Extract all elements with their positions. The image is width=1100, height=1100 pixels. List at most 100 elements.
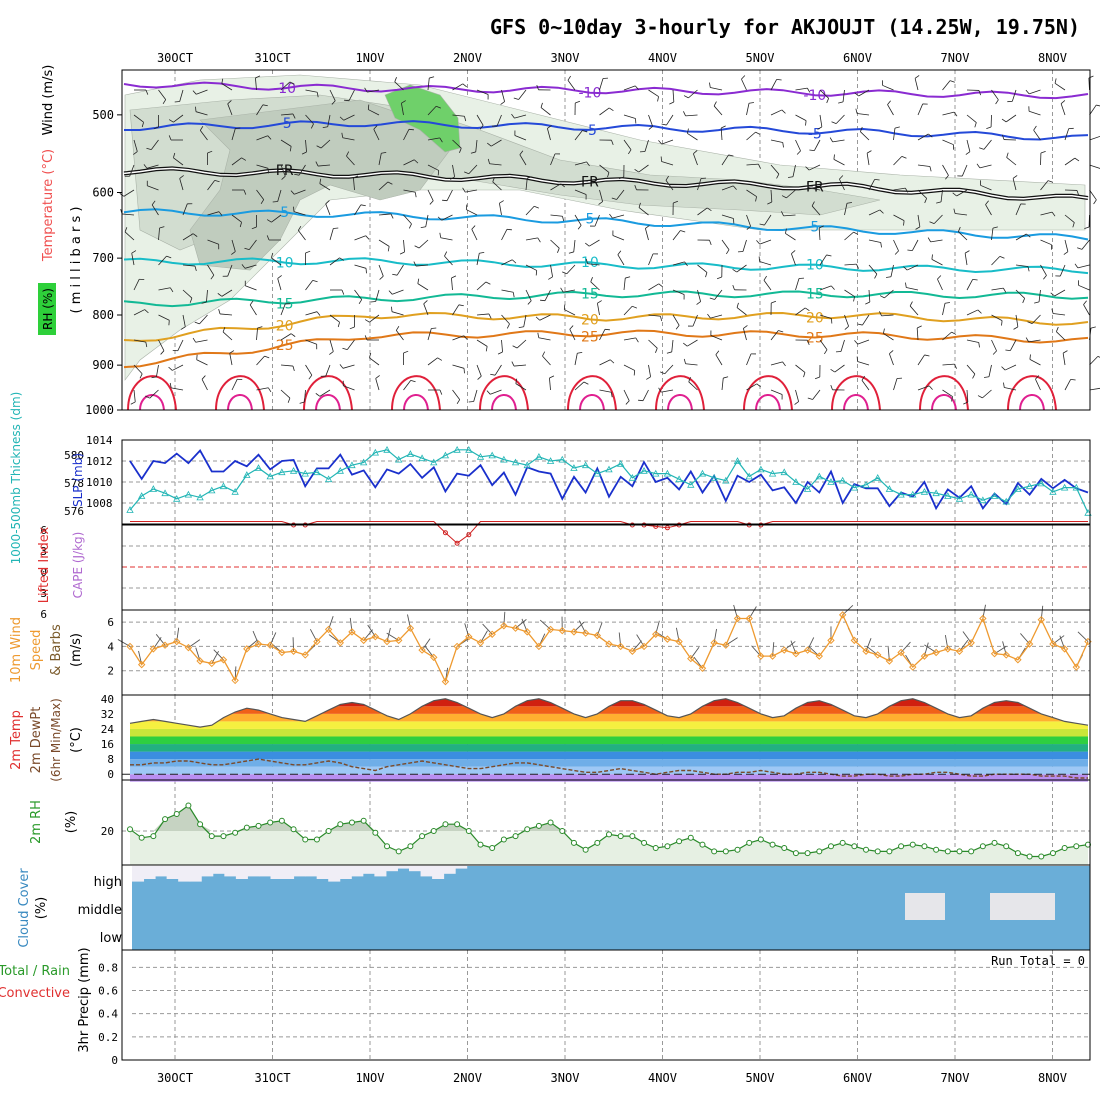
wind-barb — [1029, 89, 1041, 95]
wind-barb — [329, 314, 340, 323]
wind-barb — [201, 379, 208, 391]
wind-barb — [1015, 289, 1025, 299]
wind-barb-flag — [267, 135, 272, 140]
wind-barb-flag — [781, 211, 784, 217]
li-tick-label: 0 — [40, 566, 47, 579]
isotherm-label: 25 — [581, 329, 599, 345]
wind-barb-flag — [364, 335, 368, 341]
wind-barb — [819, 254, 827, 266]
wind-speed-point — [418, 646, 426, 654]
wind-speed-point — [243, 645, 251, 653]
wind-barb-flag — [290, 190, 295, 195]
wind-barb — [746, 353, 752, 366]
wind-barb-flag — [666, 351, 672, 354]
wind-barb-flag — [394, 77, 397, 82]
thickness-point — [628, 473, 637, 481]
date-label-top: 1NOV — [356, 51, 385, 65]
cloud-ylabel-unit: (%) — [34, 897, 49, 920]
wind-barb-flag — [978, 342, 980, 348]
wind-barb-flag — [811, 201, 815, 207]
wind-speed-point — [231, 676, 239, 685]
wind-barb-flag — [928, 133, 933, 138]
wind-speed-point — [909, 663, 917, 671]
wind-barb-flag — [999, 255, 1005, 259]
wind-barb — [697, 178, 702, 191]
wind-barb — [819, 314, 832, 319]
wind-barb — [672, 261, 685, 266]
thickness-point — [593, 469, 601, 477]
temp-ylabel-2: 2m DewPt — [29, 707, 44, 774]
wind-barb-flag — [1051, 308, 1054, 314]
wind-barb — [685, 114, 698, 117]
precip-panel — [132, 966, 1090, 1038]
cloud-gap — [189, 866, 202, 882]
rh-point — [407, 843, 414, 850]
wind-barb-flag — [1003, 382, 1005, 388]
temp-tick-label: 16 — [101, 738, 114, 751]
wind-barb-flag — [479, 251, 485, 254]
wind-barb-flag — [597, 300, 602, 304]
wind-barb-flag — [497, 351, 503, 355]
wind-barb — [623, 139, 632, 150]
wind-barb — [812, 389, 821, 400]
thickness-point — [546, 457, 555, 464]
rh-point — [185, 802, 192, 809]
wind-barb — [893, 156, 903, 166]
wind-barb — [319, 389, 331, 397]
wind-barb-flag — [392, 273, 398, 276]
wind-barb — [427, 189, 434, 201]
wind-barb — [158, 339, 165, 351]
thickness-point — [780, 468, 788, 476]
middle-cloud-gap — [920, 893, 945, 920]
wind-barb-flag — [387, 181, 393, 185]
wind-barb — [368, 109, 380, 116]
wind-barb-flag — [218, 211, 223, 216]
wind-barb — [893, 128, 896, 141]
wind-barb-flag — [657, 96, 659, 102]
wind-barb-flag — [166, 255, 172, 259]
rh-point — [886, 848, 893, 855]
wind-barb-flag — [437, 170, 440, 176]
cloud-gap — [132, 866, 145, 882]
thickness-point — [605, 465, 613, 473]
rh-point — [489, 845, 496, 851]
wind-barb — [721, 154, 729, 166]
upper-ylabel-temp: Temperature (°C) — [41, 149, 56, 262]
wind-barb — [623, 389, 630, 401]
wind-barb-flag — [1001, 366, 1006, 371]
wind-barb-flag — [287, 397, 291, 403]
wind-barb — [418, 239, 429, 249]
wind-barb-flag — [945, 175, 949, 180]
wind-barb-flag — [1012, 175, 1018, 179]
wind-speed-point — [605, 640, 613, 648]
wind-barb-flag — [124, 227, 128, 233]
wind-barb — [563, 289, 576, 293]
wind-barb — [713, 105, 723, 116]
wind-barb-flag — [732, 269, 738, 273]
wind-barb-flag — [715, 350, 720, 355]
wind-barb-flag — [879, 295, 885, 299]
rh-point — [816, 848, 823, 855]
wind-barb-flag — [316, 145, 322, 149]
wind-barb-flag — [387, 246, 390, 252]
isotherm-30 — [567, 375, 617, 411]
rh-point — [220, 833, 227, 840]
wind-speed-point — [979, 614, 987, 623]
wind-barb-flag — [880, 242, 882, 248]
wind-barb — [842, 89, 845, 102]
wind-barb — [133, 339, 146, 343]
isotherm-line — [124, 120, 1089, 141]
wind-barb-flag — [756, 240, 761, 245]
wind-barb — [346, 155, 355, 166]
wind-barb — [248, 239, 257, 250]
wind-barb — [277, 278, 282, 291]
wind-barb — [868, 179, 875, 191]
wind-barb-flag — [139, 373, 143, 379]
wind-barb — [866, 153, 870, 166]
wind-barb — [133, 279, 140, 291]
temp-band — [130, 721, 1088, 729]
rh-point — [664, 843, 671, 850]
wind-barb-flag — [464, 171, 469, 175]
wind-barb — [917, 354, 925, 366]
thickness-point — [617, 459, 625, 467]
